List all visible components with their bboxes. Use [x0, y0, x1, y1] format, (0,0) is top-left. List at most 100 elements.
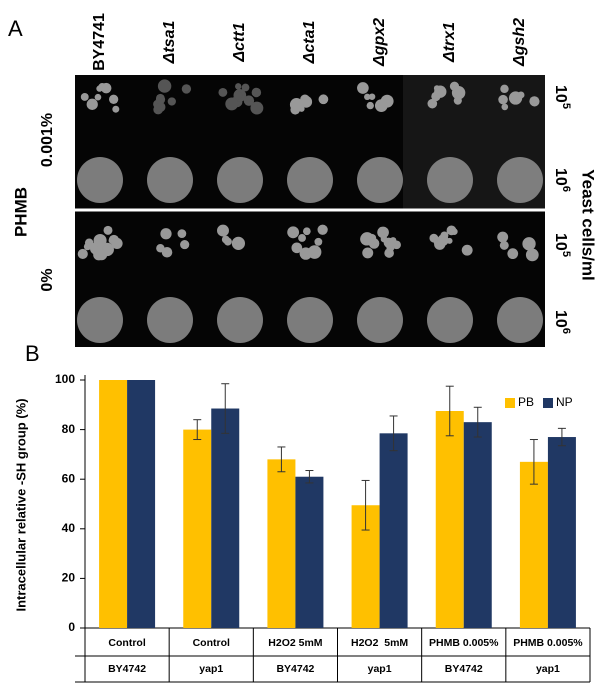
- bar: [295, 476, 324, 628]
- colony: [499, 240, 509, 250]
- bar: [519, 461, 548, 628]
- colony: [427, 98, 438, 109]
- y-tick-label: 0: [68, 620, 75, 634]
- strain-label: Δgsh2: [511, 18, 528, 67]
- colony: [500, 84, 509, 94]
- colony: [241, 83, 250, 92]
- colony: [507, 248, 519, 260]
- panel-label: A: [8, 16, 23, 41]
- concentration-label: 0.001%: [39, 113, 56, 167]
- x-tick-label: H2O2 5mM: [268, 637, 323, 649]
- x-subcategory-label: yap1: [368, 663, 392, 675]
- colony: [155, 95, 166, 105]
- colony: [522, 237, 536, 251]
- colony-spot: [217, 297, 263, 343]
- colony-spot: [497, 297, 543, 343]
- colony: [374, 99, 388, 112]
- legend-swatch: [543, 398, 553, 408]
- bar: [99, 380, 128, 628]
- y-tick-label: 100: [55, 372, 75, 386]
- colony: [377, 226, 389, 239]
- colony: [525, 248, 539, 262]
- bar: [379, 433, 408, 628]
- colony: [314, 237, 323, 246]
- colony-spot: [497, 157, 543, 203]
- colony: [167, 97, 176, 106]
- x-subcategory-label: BY4742: [276, 663, 314, 675]
- y-tick-label: 60: [62, 471, 76, 485]
- colony-spot: [427, 297, 473, 343]
- strain-label: Δtrx1: [441, 22, 458, 63]
- colony: [462, 248, 471, 256]
- colony-spot: [217, 157, 263, 203]
- bar: [463, 422, 492, 628]
- colony-spot: [147, 297, 193, 343]
- colony: [291, 242, 303, 254]
- colony: [389, 237, 397, 244]
- colony: [181, 84, 192, 94]
- concentration-label: 0%: [39, 268, 56, 291]
- colony: [453, 96, 462, 105]
- density-label: 105: [552, 85, 572, 109]
- colony: [431, 91, 441, 102]
- colony: [100, 82, 112, 94]
- colony: [362, 247, 374, 259]
- colony: [177, 229, 187, 239]
- colony-spot: [427, 157, 473, 203]
- colony: [221, 235, 230, 244]
- colony: [243, 95, 255, 106]
- colony: [380, 235, 388, 243]
- colony: [111, 237, 123, 250]
- colony: [446, 228, 453, 235]
- x-subcategory-label: yap1: [199, 663, 223, 675]
- colony: [84, 238, 94, 247]
- colony: [231, 236, 246, 250]
- colony: [451, 86, 466, 100]
- colony: [161, 246, 173, 258]
- colony: [299, 247, 312, 260]
- x-tick-label: PHMB 0.005%: [429, 637, 499, 649]
- colony: [103, 225, 113, 235]
- strain-label: Δctt1: [231, 22, 248, 62]
- bar: [547, 437, 576, 628]
- strain-label: Δgpx2: [371, 18, 388, 67]
- y-tick-label: 40: [62, 521, 76, 535]
- colony: [93, 249, 105, 261]
- colony: [94, 93, 102, 101]
- panel-label: B: [25, 341, 40, 366]
- density-label: 105: [552, 233, 572, 257]
- colony: [529, 96, 540, 107]
- colony: [364, 93, 371, 101]
- x-tick-label: PHMB 0.005%: [513, 637, 583, 649]
- colony: [300, 94, 310, 104]
- legend-label: NP: [556, 395, 573, 409]
- colony: [234, 91, 243, 100]
- colony: [112, 105, 120, 113]
- colony: [318, 94, 329, 105]
- colony: [96, 85, 103, 92]
- bar: [211, 408, 240, 628]
- colony: [235, 83, 242, 90]
- x-tick-label: Control: [108, 637, 145, 649]
- x-subcategory-label: BY4742: [445, 663, 483, 675]
- colony: [498, 94, 508, 105]
- bar: [435, 411, 464, 628]
- colony: [501, 103, 509, 111]
- colony-spot: [77, 157, 123, 203]
- y-tick-label: 20: [62, 571, 76, 585]
- colony-spot: [147, 157, 193, 203]
- legend-label: PB: [518, 395, 534, 409]
- colony-spot: [287, 297, 333, 343]
- colony: [80, 93, 89, 101]
- colony: [366, 101, 374, 110]
- colony: [317, 224, 328, 235]
- colony: [250, 101, 264, 115]
- colony: [368, 93, 376, 100]
- colony: [517, 91, 525, 99]
- strain-label: Δtsa1: [161, 21, 178, 65]
- colony: [160, 228, 172, 240]
- x-subcategory-label: yap1: [536, 663, 560, 675]
- colony: [289, 98, 304, 112]
- colony-spot: [357, 157, 403, 203]
